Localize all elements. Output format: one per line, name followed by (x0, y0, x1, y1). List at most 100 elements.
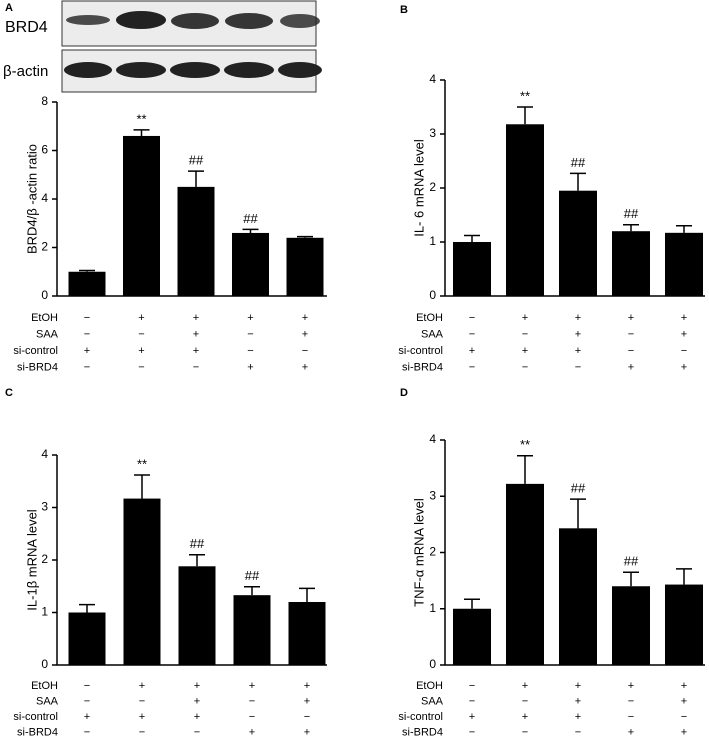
treatment-sign: − (681, 711, 687, 723)
error-bar (570, 172, 586, 191)
significance-label: ## (571, 481, 586, 496)
treatment-sign: + (247, 312, 253, 324)
y-tick-label: 3 (429, 488, 436, 502)
significance-label: ## (243, 211, 258, 226)
error-bar (189, 554, 205, 567)
treatment-sign: + (575, 328, 581, 340)
error-bar (79, 603, 95, 613)
treatment-sign: + (575, 695, 581, 707)
treatment-sign: − (681, 345, 687, 357)
treatment-label: SAA (36, 695, 59, 707)
y-tick-label: 1 (41, 605, 48, 619)
treatment-sign: − (628, 711, 634, 723)
treatment-sign: + (193, 345, 199, 357)
treatment-label: EtOH (31, 312, 58, 324)
significance-label: ## (190, 536, 205, 551)
treatment-sign: + (302, 312, 308, 324)
treatment-sign: − (469, 695, 475, 707)
y-axis-label: BRD4/β -actin ratio (24, 144, 39, 254)
y-tick-label: 3 (41, 500, 48, 514)
y-axis-label: IL-1β mRNA level (24, 509, 39, 611)
treatment-sign: − (247, 328, 253, 340)
treatment-sign: − (84, 680, 90, 692)
error-bar (517, 455, 533, 484)
treatment-sign: + (681, 361, 687, 373)
blot-bands (64, 11, 322, 78)
treatment-sign: + (575, 680, 581, 692)
treatment-sign: − (304, 711, 310, 723)
error-bar (570, 498, 586, 529)
treatment-sign: + (575, 345, 581, 357)
y-tick-label: 2 (41, 240, 48, 254)
treatment-sign: + (522, 711, 528, 723)
treatment-sign: − (522, 328, 528, 340)
treatment-sign: − (249, 695, 255, 707)
treatment-sign: + (628, 361, 634, 373)
treatment-sign: + (139, 711, 145, 723)
treatment-sign: + (304, 680, 310, 692)
y-tick-label: 6 (41, 143, 48, 157)
treatment-sign: − (138, 361, 144, 373)
treatment-sign: + (247, 361, 253, 373)
treatment-sign: − (522, 695, 528, 707)
treatment-label: SAA (36, 328, 59, 340)
treatment-label: SAA (421, 328, 444, 340)
significance-label: ** (137, 456, 147, 471)
y-tick-label: 4 (429, 432, 436, 446)
error-bar (464, 598, 480, 609)
y-axis-label: TNF-α mRNA level (411, 498, 426, 607)
treatment-sign: + (522, 680, 528, 692)
treatment-sign: + (681, 695, 687, 707)
treatment-sign: − (84, 312, 90, 324)
treatment-sign: + (469, 711, 475, 723)
significance-label: ## (571, 155, 586, 170)
blot-label: BRD4 (5, 19, 48, 36)
treatment-sign: − (84, 695, 90, 707)
error-bar (517, 106, 533, 125)
bar (506, 124, 544, 296)
significance-label: ** (136, 111, 146, 126)
treatment-sign: − (469, 328, 475, 340)
treatment-sign: + (522, 312, 528, 324)
bar (612, 586, 650, 665)
error-bar (134, 474, 150, 499)
treatment-sign: − (575, 361, 581, 373)
bar (665, 584, 703, 665)
blot-label: β-actin (3, 63, 48, 80)
significance-label: ## (624, 554, 639, 569)
bar (233, 595, 271, 665)
panel-label: D (400, 387, 408, 399)
bar (559, 528, 597, 665)
significance-label: ** (520, 437, 530, 452)
treatment-sign: − (522, 726, 528, 736)
treatment-sign: + (193, 312, 199, 324)
bar (178, 566, 216, 665)
treatment-label: si-control (13, 345, 58, 357)
bar (288, 602, 326, 665)
treatment-sign: + (681, 312, 687, 324)
treatment-label: si-BRD4 (402, 726, 443, 736)
bar (612, 231, 650, 296)
treatment-sign: − (193, 361, 199, 373)
significance-label: ## (245, 568, 260, 583)
significance-label: ## (624, 206, 639, 221)
error-bar (188, 170, 204, 187)
treatment-sign: + (304, 726, 310, 736)
treatment-sign: − (139, 726, 145, 736)
y-tick-label: 0 (41, 657, 48, 671)
treatment-sign: + (302, 328, 308, 340)
treatment-sign: − (469, 361, 475, 373)
y-tick-label: 4 (429, 72, 436, 86)
treatment-sign: − (469, 726, 475, 736)
treatment-label: EtOH (416, 312, 443, 324)
error-bar (464, 234, 480, 242)
treatment-label: si-BRD4 (17, 361, 58, 373)
y-tick-label: 2 (429, 180, 436, 194)
treatment-sign: − (575, 726, 581, 736)
treatment-sign: − (139, 695, 145, 707)
treatment-sign: + (522, 345, 528, 357)
panel-label: A (5, 2, 13, 14)
y-tick-label: 1 (429, 601, 436, 615)
bar (453, 608, 491, 665)
